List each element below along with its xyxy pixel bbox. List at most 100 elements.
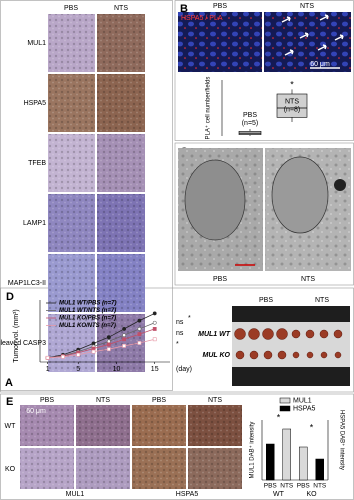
point [91,346,96,351]
image-texture [97,134,145,192]
row-label: LAMP1 [23,220,46,227]
column-header: PBS [213,3,227,10]
photo-tray [232,322,350,367]
tumor [277,350,287,360]
significance: ns [176,319,184,326]
significance: * [277,412,281,422]
x-tick-label: 10 [113,366,121,373]
column-header: PBS [40,397,54,404]
y2-axis-title: HSPA5 DAB⁺ intensity [338,410,345,470]
scale-bar-label: 60 μm [26,408,46,415]
x-tick-label: NTS [313,483,327,490]
tumor [319,329,329,339]
tumor [334,351,342,359]
image-texture [188,448,242,489]
group-label: KO [306,491,317,498]
significance: * [176,341,179,348]
panel-label: A [5,377,13,389]
row-label: cleaved CASP3 [0,340,46,347]
tumor [263,350,273,360]
legend-label: MUL1 KO/NTS (n=7) [59,323,116,329]
image-texture [97,254,145,312]
point [106,347,111,352]
point [91,341,96,346]
category-label: NTS [285,99,299,106]
n-label: (n=8) [284,107,301,114]
image-texture [20,448,74,489]
column-header: NTS [96,397,110,404]
column-header: NTS [301,276,315,283]
image-texture [76,405,130,446]
point [106,339,111,344]
legend-swatch [279,405,291,412]
point [137,332,142,337]
tumor [292,351,300,359]
column-header: PBS [259,297,273,304]
vacuole [334,179,346,191]
point [106,342,111,347]
arrow [281,16,291,23]
image-texture [178,12,262,72]
column-header: NTS [208,397,222,404]
y-axis-title: PLA⁺ cell number/fields [205,77,212,140]
arrow [317,44,327,51]
box [276,93,308,118]
image-texture [264,12,351,72]
legend-label: HSPA5 [293,405,316,412]
point [76,352,81,357]
significance: * [290,80,294,90]
column-header: NTS [114,5,128,12]
panel-label: B [180,3,188,15]
series-line [47,338,155,359]
nucleus [271,156,329,234]
image-texture [48,314,95,372]
bar [315,458,324,481]
arrow [319,14,329,21]
arrow [284,49,294,56]
image-texture [48,134,95,192]
group-label: MUL1 [66,491,85,498]
stain-label: HSPA5 / PLA [181,15,223,22]
tumor [276,328,288,340]
point [137,318,142,323]
image-texture [97,74,145,132]
row-label: MUL KO [203,352,231,359]
bar [299,446,308,481]
legend-label: MUL1 WT/PBS (n=7) [59,301,117,307]
point [122,343,127,348]
legend-label: MUL1 [293,397,312,404]
column-header: NTS [315,297,329,304]
tumor [320,351,328,359]
tumor [291,329,301,339]
row-label: HSPA5 [24,100,47,107]
column-header: PBS [213,276,227,283]
legend-label: MUL1 KO/PBS (n=7) [59,316,116,322]
significance: ns [176,330,184,337]
point [106,335,111,340]
tumor [234,328,246,340]
image-texture [20,405,74,446]
group-label: WT [273,491,285,498]
point [61,354,65,359]
bar [266,443,275,481]
image-texture [48,254,95,312]
significance: * [188,315,191,322]
x-tick-label: 15 [151,366,159,373]
column-header: NTS [300,3,314,10]
row-label: MAP1LC3-II [8,280,46,287]
x-tick-label: PBS [264,483,278,490]
point [137,341,142,345]
tumor [305,329,315,339]
image-texture [48,194,95,252]
y-axis-title: MUL1 DAB⁺ intensity [249,422,256,479]
row-label: MUL1 [27,40,46,47]
image-texture [48,14,95,72]
legend-label: MUL1 WT/NTS (n=7) [59,308,116,314]
point [45,355,50,360]
arrow [334,34,344,41]
x-tick-label: 1 [46,366,50,373]
point [137,327,142,331]
group-label: HSPA5 [176,491,199,498]
row-label: WT [5,423,17,430]
